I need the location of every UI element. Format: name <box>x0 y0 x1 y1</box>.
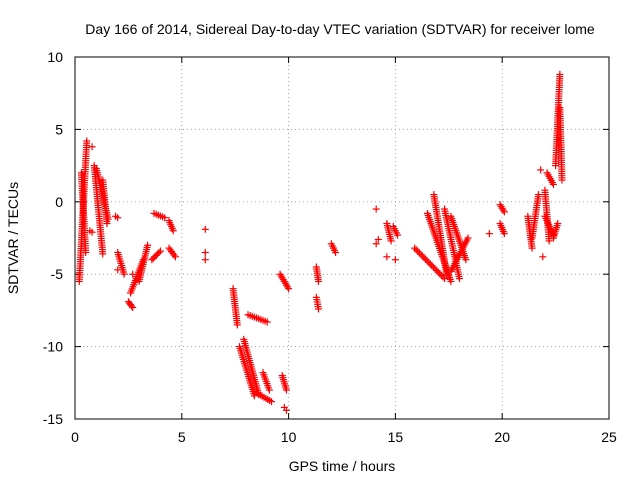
data-points <box>75 70 566 414</box>
data-point <box>265 386 273 394</box>
data-point <box>545 237 553 245</box>
data-point <box>500 230 508 238</box>
data-point <box>426 260 434 268</box>
data-point <box>169 227 177 235</box>
data-point <box>285 285 293 293</box>
data-point <box>387 237 395 245</box>
data-point <box>394 231 402 239</box>
y-tick-label: 0 <box>55 194 63 210</box>
data-point <box>412 246 420 254</box>
data-point <box>114 266 122 274</box>
data-point <box>418 252 426 260</box>
data-point <box>464 234 472 242</box>
data-point <box>411 244 419 252</box>
data-point <box>439 273 447 281</box>
data-point <box>88 143 96 151</box>
data-point <box>425 259 433 267</box>
data-point <box>436 270 444 278</box>
data-point <box>431 265 439 273</box>
data-point <box>201 225 209 233</box>
data-point <box>417 251 425 259</box>
y-tick-label: 5 <box>55 121 63 137</box>
y-tick-label: -15 <box>43 411 63 427</box>
data-point <box>558 176 566 184</box>
data-point <box>437 271 445 279</box>
data-point <box>415 249 423 257</box>
data-point <box>161 214 169 222</box>
data-point <box>428 262 436 270</box>
data-point <box>537 166 545 174</box>
data-point <box>443 270 451 278</box>
data-point <box>528 244 536 252</box>
data-point <box>420 254 428 262</box>
y-tick-label: -5 <box>51 266 64 282</box>
data-point <box>414 247 422 255</box>
x-axis-label: GPS time / hours <box>289 458 396 474</box>
data-point <box>129 304 137 312</box>
data-point <box>485 230 493 238</box>
data-point <box>391 256 399 264</box>
data-point <box>155 248 163 256</box>
data-point <box>422 255 430 263</box>
data-point <box>171 253 179 261</box>
data-point <box>99 250 107 258</box>
data-point <box>83 137 91 145</box>
x-tick-label: 15 <box>388 429 404 445</box>
y-tick-label: 10 <box>47 49 63 65</box>
data-point <box>430 263 438 271</box>
data-point <box>455 275 463 283</box>
data-point <box>315 277 323 285</box>
data-point <box>441 275 449 283</box>
data-point <box>129 270 137 278</box>
x-tick-labels: 0 5 10 15 20 25 <box>71 429 617 445</box>
data-point <box>114 214 122 222</box>
data-point <box>201 256 209 264</box>
y-tick-label: -10 <box>43 339 63 355</box>
data-point <box>144 241 152 249</box>
data-point <box>549 180 557 188</box>
x-tick-label: 10 <box>281 429 297 445</box>
data-point <box>201 248 209 256</box>
data-point <box>539 253 547 261</box>
data-point <box>500 208 508 216</box>
data-point <box>120 270 128 278</box>
data-point <box>268 398 276 406</box>
chart-title: Day 166 of 2014, Sidereal Day-to-day VTE… <box>85 21 595 37</box>
data-point <box>554 220 562 228</box>
data-point <box>423 257 431 265</box>
data-point <box>332 248 340 256</box>
data-point <box>372 240 380 248</box>
data-point <box>156 247 164 255</box>
data-point <box>282 386 290 394</box>
data-point <box>383 253 391 261</box>
plot-frame <box>74 56 610 420</box>
y-axis-label: SDTVAR / TECUs <box>5 182 21 294</box>
data-point <box>282 406 290 414</box>
x-tick-label: 20 <box>494 429 510 445</box>
data-point <box>447 277 455 285</box>
data-point <box>433 267 441 275</box>
data-point <box>82 248 90 256</box>
data-point <box>556 70 564 78</box>
data-point <box>233 321 241 329</box>
data-point <box>103 220 111 228</box>
data-point <box>535 191 543 199</box>
data-point <box>462 256 470 264</box>
data-point <box>372 205 380 213</box>
data-point <box>128 302 136 310</box>
grid <box>75 57 609 419</box>
x-tick-label: 25 <box>601 429 617 445</box>
data-point <box>374 235 382 243</box>
x-tick-label: 0 <box>71 429 79 445</box>
data-point <box>315 305 323 313</box>
y-tick-labels: -15 -10 -5 0 5 10 <box>43 49 63 427</box>
data-point <box>88 228 96 236</box>
data-point <box>263 318 271 326</box>
x-tick-label: 5 <box>178 429 186 445</box>
data-point <box>434 268 442 276</box>
